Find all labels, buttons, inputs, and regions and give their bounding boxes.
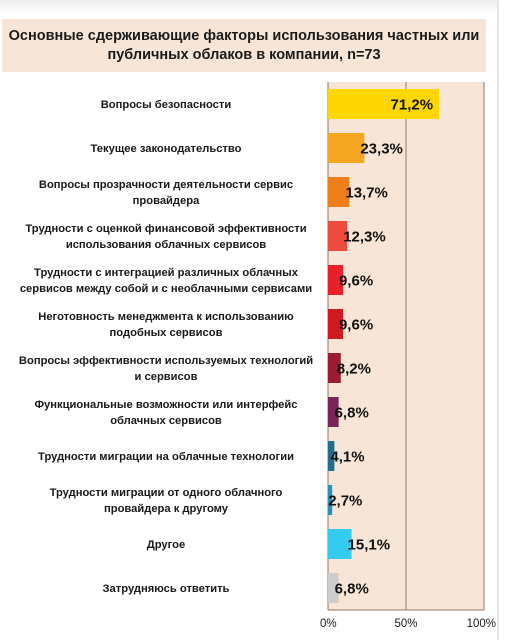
category-label: облачных сервисов [110,415,222,427]
category-label: Трудности миграции от одного облачного [50,487,283,499]
value-label: 6,8% [335,405,369,422]
bar [328,221,348,251]
category-label: Вопросы эффективности используемых техно… [19,355,313,367]
bar [328,353,341,383]
category-label: Вопросы безопасности [101,99,232,111]
value-label: 15,1% [348,537,391,554]
category-label: Трудности миграции на облачные технологи… [38,451,294,463]
category-label: Затрудняюсь ответить [103,583,230,595]
category-label: Трудности с оценкой финансовой эффективн… [25,223,306,235]
bar [328,573,339,603]
chart-title: Основные сдерживающие факторы использова… [2,19,486,72]
category-label: Функциональные возможности или интерфейс [35,399,298,411]
bar [328,309,343,339]
value-label: 8,2% [337,361,371,378]
chart-title-line-2: публичных облаков в компании, n=73 [107,46,381,63]
value-label: 9,6% [339,273,373,290]
x-tick-label: 50% [394,618,417,630]
value-label: 23,3% [360,141,403,158]
bar [328,265,343,295]
value-label: 13,7% [345,185,388,202]
x-tick-label: 100% [467,618,496,630]
category-label: Неготовность менеджмента к использованию [38,311,294,323]
bar [328,485,333,515]
category-label: сервисов между собой и с необлачными сер… [20,283,312,295]
value-label: 71,2% [391,97,434,114]
chart-title-line-1: Основные сдерживающие факторы использова… [8,27,480,44]
category-label: подобных сервисов [110,327,223,339]
value-label: 12,3% [343,229,386,246]
bar [328,529,352,559]
right-border [497,0,499,640]
bar [328,397,339,427]
category-label: Текущее законодательство [91,143,242,155]
category-label: Вопросы прозрачности деятельности сервис [39,179,293,191]
value-label: 9,6% [339,317,373,334]
value-label: 6,8% [335,581,369,598]
bar [328,133,365,163]
bar [328,89,440,119]
value-label: 4,1% [330,449,364,466]
category-label: Трудности с интеграцией различных облачн… [34,267,299,279]
category-label: использования облачных сервисов [66,239,266,251]
value-label: 2,7% [328,493,362,510]
bar [328,177,350,207]
x-tick-label: 0% [320,618,337,630]
bar [328,441,335,471]
category-label: провайдера к другому [104,503,229,515]
category-label: Другое [147,539,185,551]
category-label: и сервисов [135,371,198,383]
top-shade [0,0,497,14]
category-label: провайдера [133,195,200,207]
